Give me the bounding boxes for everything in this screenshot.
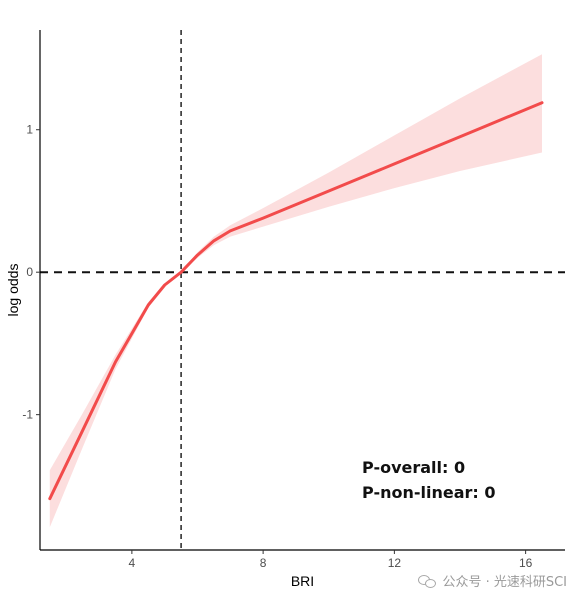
- annotation-p-non-linear: P-non-linear: 0: [362, 483, 496, 502]
- x-tick-label: 4: [129, 556, 136, 570]
- x-tick-label: 16: [519, 556, 533, 570]
- series-line: [48, 101, 544, 501]
- annotation-p-overall: P-overall: 0: [362, 458, 465, 477]
- y-tick-label: -1: [22, 408, 33, 422]
- x-axis-title: BRI: [291, 573, 314, 589]
- x-tick-label: 8: [260, 556, 267, 570]
- watermark-text: 公众号 · 光速科研SCI: [442, 575, 567, 590]
- x-tick-label: 12: [388, 556, 402, 570]
- y-tick-label: 1: [26, 123, 33, 137]
- watermark: 公众号 · 光速科研SCI: [418, 571, 567, 590]
- confidence-band: [49, 54, 543, 528]
- wechat-icon: [418, 574, 437, 588]
- y-axis-title: log odds: [5, 264, 21, 317]
- y-tick-label: 0: [26, 265, 33, 279]
